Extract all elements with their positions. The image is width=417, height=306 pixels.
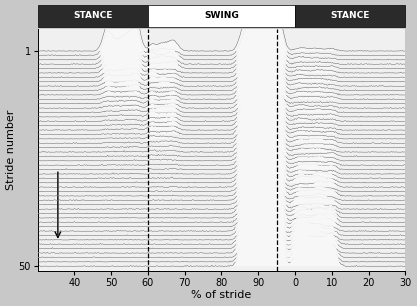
Bar <box>148 5 295 27</box>
X-axis label: % of stride: % of stride <box>191 290 251 300</box>
Bar <box>38 5 148 27</box>
Text: STANCE: STANCE <box>331 11 370 20</box>
Bar <box>295 5 405 27</box>
Text: SWING: SWING <box>204 11 239 20</box>
Y-axis label: Stride number: Stride number <box>5 110 15 190</box>
Text: STANCE: STANCE <box>73 11 113 20</box>
